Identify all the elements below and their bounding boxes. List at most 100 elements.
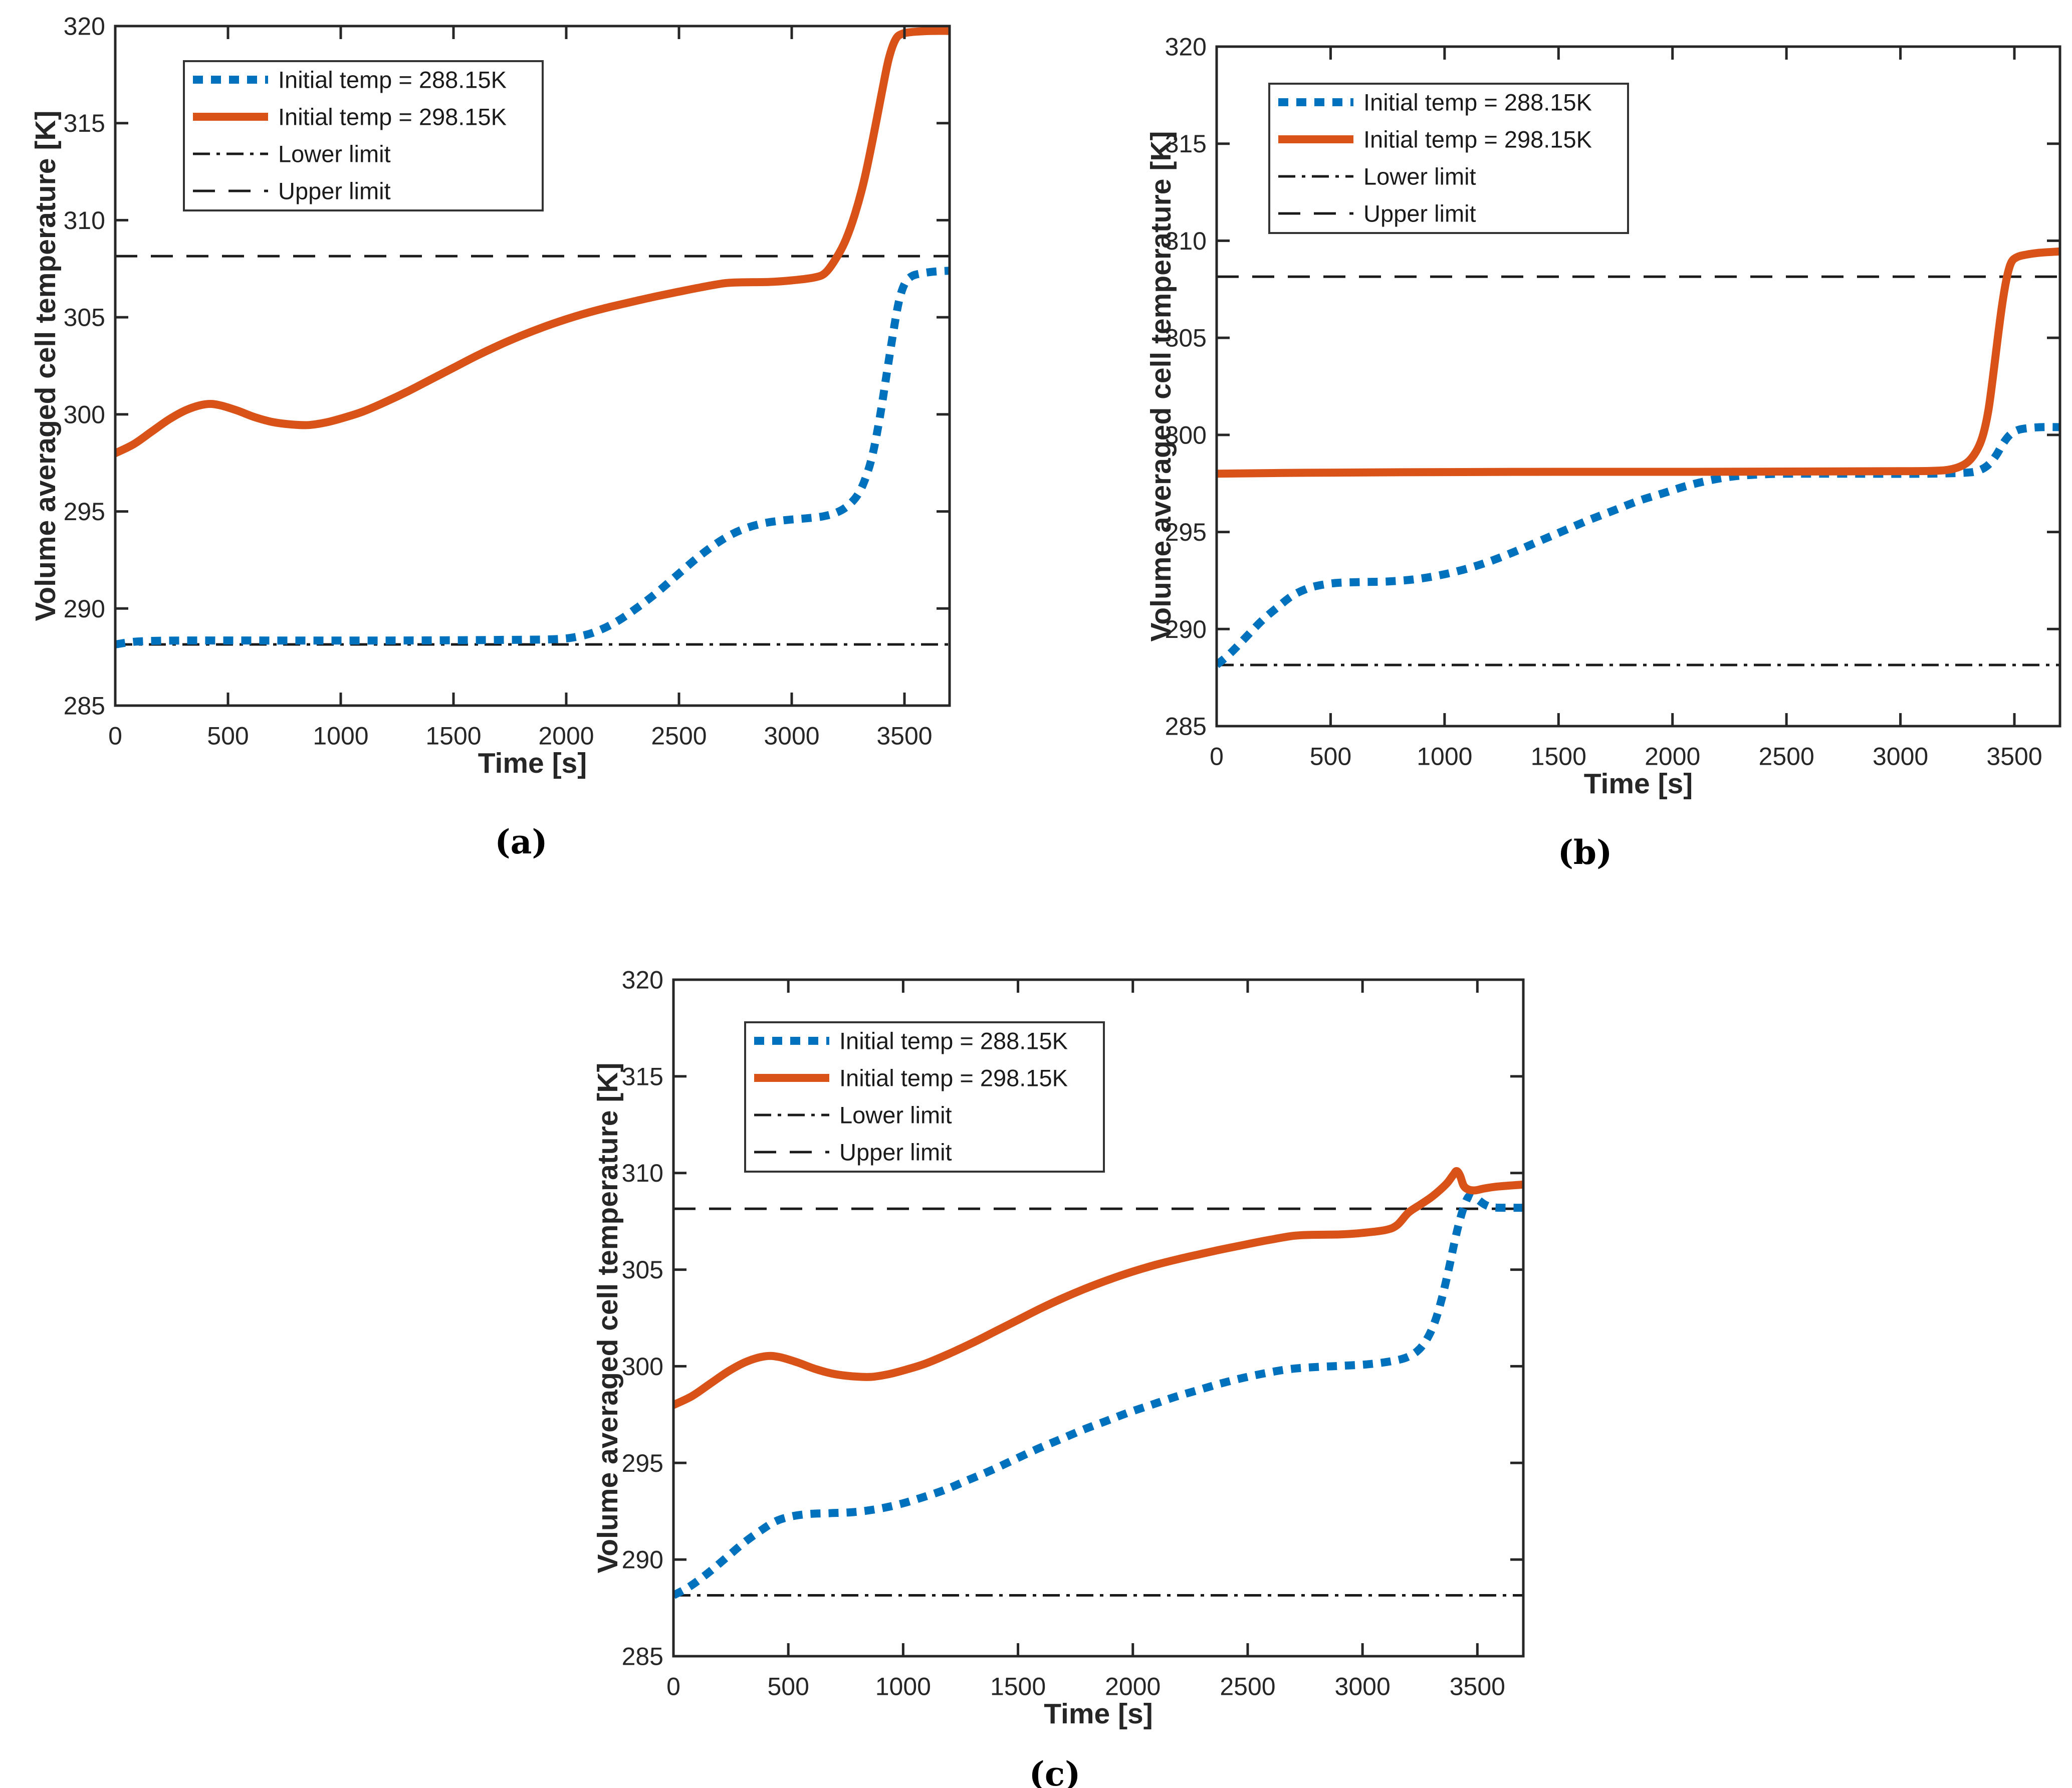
legend-item-1: Initial temp = 298.15K (1278, 126, 1592, 152)
y-axis-label-a: Volume averaged cell temperature [K] (30, 111, 62, 621)
y-tick-label: 290 (64, 595, 105, 623)
chart-b: 0 500 1000 1500 2000 2500 3000 3500 285 290 295 300… (1145, 33, 2061, 872)
y-tick-label: 295 (622, 1449, 663, 1477)
legend-label: Initial temp = 288.15K (1363, 89, 1592, 115)
subfigure-caption-a: (a) (495, 822, 547, 861)
x-tick-label: 3000 (764, 722, 819, 750)
y-axis-label-c: Volume averaged cell temperature [K] (592, 1063, 624, 1574)
series-line-initial-298 (115, 27, 950, 458)
y-tick-label: 295 (64, 498, 105, 526)
y-tick-label: 305 (1165, 324, 1207, 352)
legend-label: Lower limit (839, 1101, 952, 1128)
plot-box-b (1215, 45, 2061, 728)
x-tick-label: 1000 (1417, 743, 1472, 771)
tick-marks-b (1215, 45, 2060, 728)
x-tick-label: 2000 (538, 722, 594, 750)
legend-label: Upper limit (839, 1139, 952, 1165)
limit-lines-a (115, 255, 950, 646)
x-tick-label: 0 (1210, 743, 1224, 771)
y-tick-label: 285 (622, 1643, 663, 1671)
y-tick-label: 305 (622, 1256, 663, 1284)
y-tick-label: 310 (622, 1159, 663, 1187)
plot-box-c (672, 978, 1525, 1658)
legend-b: Initial temp = 288.15K Initial temp = 298… (1268, 83, 1629, 234)
x-tick-label: 3000 (1873, 743, 1928, 771)
y-tick-label: 285 (1165, 713, 1207, 741)
legend-label: Initial temp = 298.15K (839, 1064, 1068, 1091)
plot-box-a (114, 25, 951, 707)
legend-item-0: Initial temp = 288.15K (1278, 89, 1592, 115)
legend-item-0: Initial temp = 288.15K (754, 1027, 1068, 1054)
legend-box (744, 1021, 1105, 1173)
y-tick-label: 320 (64, 13, 105, 41)
y-tick-label: 300 (622, 1353, 663, 1381)
x-tick-label: 1000 (313, 722, 368, 750)
x-axis-label-b: Time [s] (1584, 768, 1693, 800)
series-line-initial-288 (115, 267, 950, 648)
tick-labels-c: 0 500 1000 1500 2000 2500 3000 3500 285 290 295 300… (622, 966, 1505, 1701)
x-tick-label: 2500 (651, 722, 707, 750)
y-tick-label: 290 (1165, 615, 1207, 643)
y-tick-label: 300 (1165, 421, 1207, 449)
legend-c: Initial temp = 288.15K Initial temp = 298… (744, 1021, 1105, 1173)
limit-lines-c (673, 1207, 1523, 1597)
chart-a: 0 500 1000 1500 2000 2500 3000 3500 285 290 295 300… (30, 13, 951, 861)
subfigure-caption-c: (c) (1029, 1754, 1081, 1788)
legend-item-1: Initial temp = 298.15K (754, 1064, 1068, 1091)
y-tick-label: 300 (64, 400, 105, 428)
y-tick-label: 315 (622, 1062, 663, 1090)
x-tick-label: 0 (108, 722, 122, 750)
legend-label: Initial temp = 298.15K (1363, 126, 1592, 152)
y-tick-label: 290 (622, 1546, 663, 1574)
series-line-initial-298 (673, 1167, 1523, 1409)
x-tick-label: 500 (207, 722, 249, 750)
series-line-initial-288 (1217, 423, 2060, 668)
legend-label: Initial temp = 298.15K (278, 103, 507, 130)
x-tick-label: 3500 (1986, 743, 2042, 771)
legend-item-3: Upper limit (754, 1139, 952, 1165)
x-tick-label: 3000 (1335, 1673, 1391, 1701)
legend-box (1268, 83, 1629, 234)
legend-label: Lower limit (1363, 163, 1476, 189)
series-group-a (115, 27, 950, 648)
legend-item-2: Lower limit (193, 140, 391, 167)
series-group-c (673, 1167, 1523, 1599)
y-tick-label: 295 (1165, 518, 1207, 546)
x-tick-label: 1500 (1531, 743, 1586, 771)
chart-c: 0 500 1000 1500 2000 2500 3000 3500 285 290 295 300… (592, 966, 1525, 1788)
x-tick-label: 2000 (1105, 1673, 1161, 1701)
x-tick-label: 2500 (1759, 743, 1814, 771)
legend-label: Upper limit (278, 177, 391, 204)
subfigure-caption-b: (b) (1558, 833, 1613, 872)
legend-item-3: Upper limit (193, 177, 391, 204)
x-tick-label: 1500 (425, 722, 481, 750)
series-group-b (1217, 247, 2060, 668)
series-line-initial-298 (1217, 247, 2060, 478)
y-tick-label: 310 (64, 206, 105, 235)
tick-labels-b: 0 500 1000 1500 2000 2500 3000 3500 285 290 295 300… (1165, 33, 2042, 771)
tick-marks-a (114, 25, 950, 707)
y-tick-label: 320 (1165, 33, 1207, 61)
x-tick-label: 3500 (1450, 1673, 1505, 1701)
x-tick-label: 2500 (1220, 1673, 1275, 1701)
y-tick-label: 285 (64, 692, 105, 720)
legend-label: Initial temp = 288.15K (278, 66, 507, 93)
y-tick-label: 315 (64, 109, 105, 137)
legend-label: Lower limit (278, 140, 391, 167)
x-tick-label: 0 (666, 1673, 680, 1701)
y-tick-label: 310 (1165, 227, 1207, 255)
x-axis-label-a: Time [s] (478, 747, 587, 779)
x-tick-label: 3500 (876, 722, 932, 750)
y-tick-label: 305 (64, 304, 105, 332)
x-tick-label: 2000 (1645, 743, 1700, 771)
x-tick-label: 500 (1310, 743, 1351, 771)
legend-item-2: Lower limit (754, 1101, 952, 1128)
x-axis-label-c: Time [s] (1044, 1698, 1153, 1730)
x-tick-label: 1000 (875, 1673, 931, 1701)
legend-label: Upper limit (1363, 200, 1476, 227)
x-tick-label: 500 (767, 1673, 809, 1701)
legend-item-3: Upper limit (1278, 200, 1476, 227)
legend-label: Initial temp = 288.15K (839, 1027, 1068, 1054)
